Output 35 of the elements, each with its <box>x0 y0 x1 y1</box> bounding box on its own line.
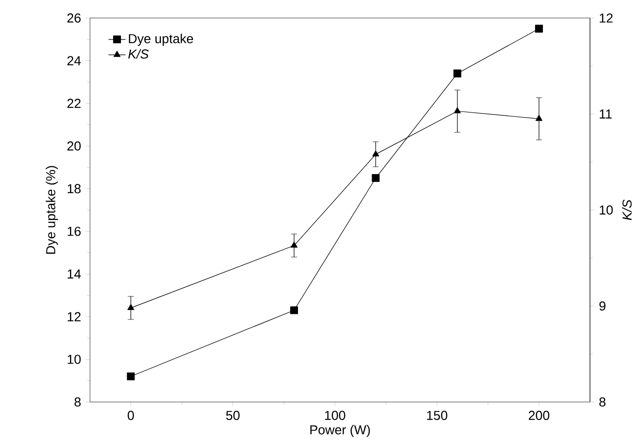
point <box>536 114 542 121</box>
y-tick-label: 16 <box>68 226 81 236</box>
y-tick-label: 18 <box>68 184 81 194</box>
point <box>372 174 380 182</box>
y2-axis-title: K/S <box>622 200 632 220</box>
x-tick-label: 200 <box>528 410 550 420</box>
y2-tick-label: 11 <box>600 110 612 118</box>
y2-tick-label: 9 <box>599 301 606 311</box>
point <box>453 70 462 78</box>
y-tick-label: 26 <box>67 13 81 23</box>
x-axis-title: Power (W) <box>310 424 370 437</box>
y2-tick-label: 8 <box>599 397 606 407</box>
point <box>290 242 298 248</box>
y-tick-label: 22 <box>67 98 81 108</box>
y-tick-label: 12 <box>68 312 81 322</box>
y2-tick-label: 12 <box>600 13 613 23</box>
y-tick-label: 10 <box>68 354 81 364</box>
y-tick-label: 20 <box>67 141 81 151</box>
x-tick-label: 150 <box>427 410 448 420</box>
point <box>372 150 380 156</box>
x-tick-label: 50 <box>226 410 240 420</box>
point <box>127 304 134 310</box>
point <box>535 24 543 33</box>
x-tick-label: 100 <box>325 410 346 420</box>
point <box>454 107 461 114</box>
y2-tick-label: 10 <box>600 205 613 215</box>
y-tick-label: 14 <box>68 270 81 278</box>
point <box>290 306 298 314</box>
point <box>126 372 135 380</box>
x-tick-label: 0 <box>128 410 134 420</box>
legend-label: K/S <box>128 49 149 59</box>
y-tick-label: 8 <box>74 397 81 407</box>
y-axis-title: Dye uptake (%) <box>46 166 58 254</box>
legend-label: Dye uptake <box>128 34 194 46</box>
y-tick-label: 24 <box>67 56 81 66</box>
